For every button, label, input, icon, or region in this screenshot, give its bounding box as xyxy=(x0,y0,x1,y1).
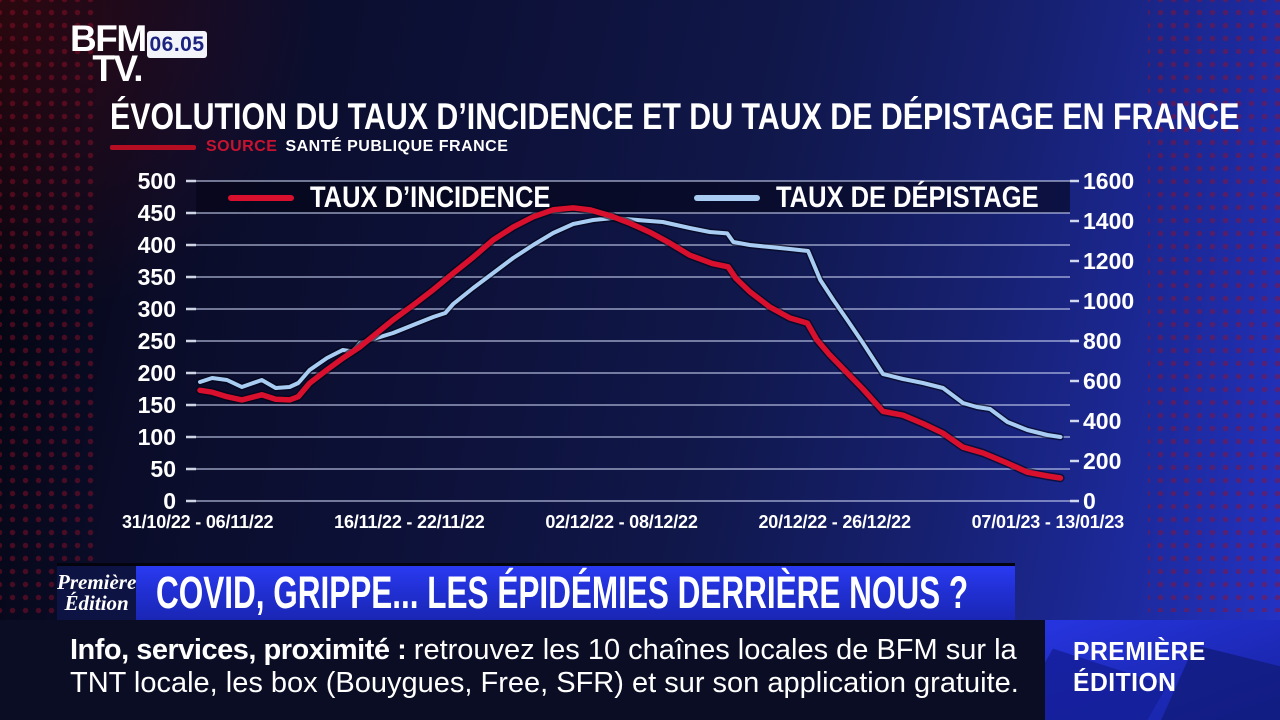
ticker-lead: Info, services, proximité xyxy=(70,634,390,666)
program-panel-text: PREMIÈRE ÉDITION xyxy=(1073,636,1206,698)
x-tick-label: 16/11/22 - 22/11/22 xyxy=(334,512,485,532)
y-right-tick-label: 600 xyxy=(1083,368,1122,394)
y-right-tick-label: 1200 xyxy=(1083,248,1135,274)
source-dash-icon xyxy=(110,144,196,150)
y-left-tick-label: 300 xyxy=(137,296,176,322)
x-tick-label: 02/12/22 - 08/12/22 xyxy=(545,512,698,532)
headline-banner: Première Édition COVID, GRIPPE... LES ÉP… xyxy=(57,563,1015,620)
y-left-tick-label: 0 xyxy=(163,488,176,514)
x-tick-label: 07/01/23 - 13/01/23 xyxy=(971,512,1125,532)
legend-depistage-label: TAUX DE DÉPISTAGE xyxy=(776,181,1039,214)
program-panel: PREMIÈRE ÉDITION xyxy=(1045,620,1280,720)
y-right-tick-label: 400 xyxy=(1083,408,1122,434)
legend-depistage: TAUX DE DÉPISTAGE xyxy=(694,181,1085,214)
y-left-tick-label: 50 xyxy=(150,456,176,482)
y-left-tick-label: 200 xyxy=(137,360,176,386)
y-right-tick-label: 800 xyxy=(1083,328,1122,354)
source-label: SOURCE xyxy=(206,138,278,155)
program-badge: Première Édition xyxy=(57,566,137,620)
program-panel-line2: ÉDITION xyxy=(1073,667,1177,697)
y-left-tick-label: 500 xyxy=(137,168,176,194)
y-left-tick-label: 250 xyxy=(137,328,176,354)
source-name: SANTÉ PUBLIQUE FRANCE xyxy=(285,138,509,155)
y-left-tick-label: 400 xyxy=(137,232,176,258)
chart-source: SOURCE SANTÉ PUBLIQUE FRANCE xyxy=(110,138,508,156)
x-axis: 31/10/22 - 06/11/22 16/11/22 - 22/11/22 02… xyxy=(122,512,1124,533)
y-right-tick-label: 1000 xyxy=(1083,288,1135,314)
bfm-logo-line2: TV. xyxy=(92,48,143,89)
y-right-tick-label: 200 xyxy=(1083,448,1122,474)
ticker-line1: Info, services, proximité : retrouvez le… xyxy=(70,634,1280,667)
incidence-line-swatch-icon xyxy=(228,195,294,201)
legend-incidence: TAUX D’INCIDENCE xyxy=(228,181,593,214)
y-axis-right: 1600 1400 1200 1000 800 600 400 200 0 xyxy=(1083,168,1173,514)
ticker-line2: TNT locale, les box (Bouygues, Free, SFR… xyxy=(70,667,1019,699)
headline-text: COVID, GRIPPE... LES ÉPIDÉMIES DERRIÈRE … xyxy=(156,567,969,618)
bfm-logo: BFM TV. xyxy=(70,18,147,89)
ticker-line1-text: retrouvez les 10 chaînes locales de BFM … xyxy=(413,634,1017,666)
depistage-line-swatch-icon xyxy=(694,195,760,201)
bfm-logo-line1: BFM xyxy=(70,18,147,59)
chart-title: ÉVOLUTION DU TAUX D’INCIDENCE ET DU TAUX… xyxy=(110,96,1240,137)
y-left-tick-label: 450 xyxy=(137,200,176,226)
y-axis-left: 500 450 400 350 300 250 200 150 100 50 0 xyxy=(100,168,176,514)
y-left-tick-label: 100 xyxy=(137,424,176,450)
x-tick-label: 31/10/22 - 06/11/22 xyxy=(122,512,274,532)
clock-badge: 06.05 xyxy=(147,31,207,58)
y-left-tick-label: 350 xyxy=(137,264,176,290)
y-right-tick-label: 1400 xyxy=(1083,208,1135,234)
y-right-tick-label: 0 xyxy=(1083,488,1096,514)
x-tick-label: 20/12/22 - 26/12/22 xyxy=(758,512,911,532)
program-badge-line1: Première xyxy=(57,570,137,594)
program-panel-line1: PREMIÈRE xyxy=(1073,636,1206,666)
legend-incidence-label: TAUX D’INCIDENCE xyxy=(310,181,551,214)
y-left-tick-label: 150 xyxy=(137,392,176,418)
y-right-tick-label: 1600 xyxy=(1083,168,1135,194)
program-badge-line2: Édition xyxy=(64,591,129,615)
ticker-separator: : xyxy=(389,634,414,666)
